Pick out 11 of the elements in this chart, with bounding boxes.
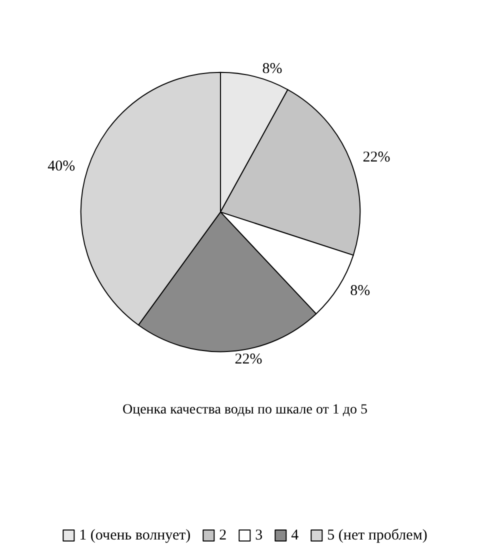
legend-label: 1 (очень волнует) [79, 528, 191, 544]
data-label: 8% [262, 61, 282, 78]
data-label: 40% [48, 158, 76, 174]
legend-label: 5 (нет проблем) [327, 528, 428, 544]
data-label: 8% [350, 283, 370, 300]
legend-label: 3 [255, 528, 263, 544]
legend-label: 4 [291, 528, 300, 544]
data-label: 22% [362, 150, 390, 166]
legend-label: 2 [219, 528, 227, 544]
data-label: 22% [234, 351, 262, 368]
text: Оценка качества воды по шкале от 1 до 5 [122, 402, 368, 418]
